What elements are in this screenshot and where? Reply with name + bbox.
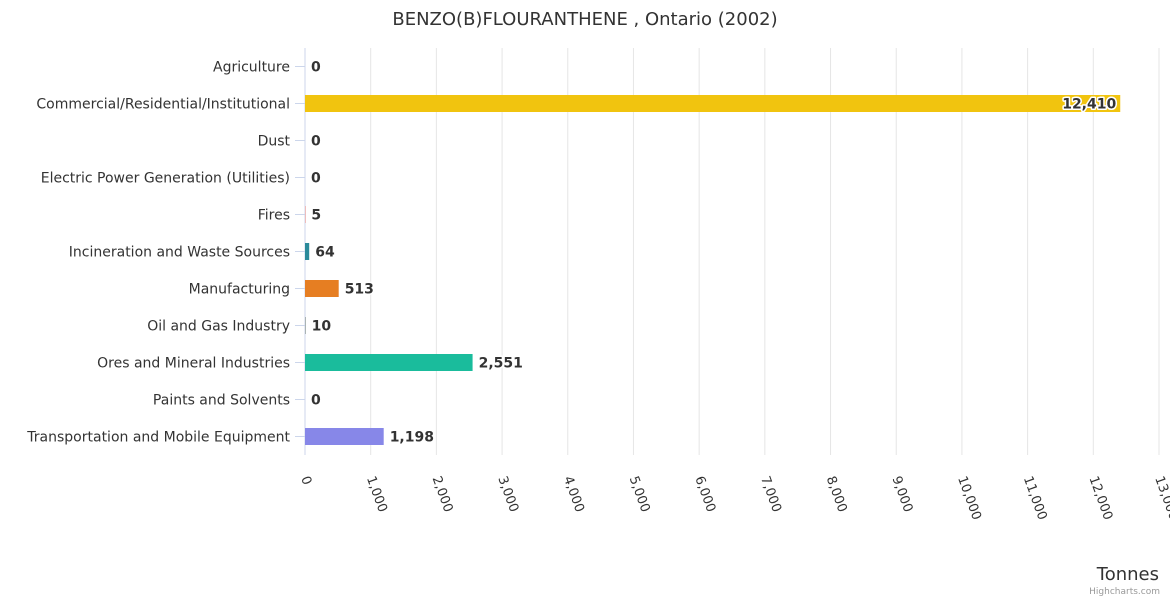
- bar[interactable]: [305, 280, 339, 297]
- category-label: Commercial/Residential/Institutional: [36, 97, 290, 113]
- bar-layer: [305, 95, 1121, 445]
- data-label: 0: [311, 60, 321, 76]
- data-label: 10: [312, 319, 332, 335]
- bar[interactable]: [305, 317, 306, 334]
- x-tick-label: 13,000: [1151, 474, 1170, 522]
- data-label: 1,198: [390, 430, 434, 446]
- x-tick-label: 1,000: [363, 474, 390, 514]
- category-label: Transportation and Mobile Equipment: [26, 430, 290, 446]
- category-label: Ores and Mineral Industries: [97, 356, 290, 372]
- bar[interactable]: [305, 354, 473, 371]
- x-tick-label: 2,000: [429, 474, 456, 514]
- data-label: 0: [311, 171, 321, 187]
- x-tick-label: 10,000: [954, 474, 984, 522]
- data-label: 513: [345, 282, 374, 298]
- bar[interactable]: [305, 95, 1121, 112]
- x-axis-ticks: 0 1,000 2,000 3,000 4,000 5,000 6,000 7,000 8,00…: [297, 474, 1170, 522]
- bar[interactable]: [305, 243, 310, 260]
- x-axis-title: Tonnes: [1096, 564, 1159, 585]
- bar[interactable]: [305, 428, 384, 445]
- category-label: Oil and Gas Industry: [147, 319, 290, 335]
- x-tick-label: 6,000: [691, 474, 718, 514]
- data-label: 2,551: [479, 356, 523, 372]
- data-labels: 0 12,410 0 0 5 64 513 10 2,551 0 1,198: [310, 58, 1118, 447]
- category-label: Manufacturing: [189, 282, 290, 298]
- x-tick-label: 3,000: [494, 474, 521, 514]
- chart-title: BENZO(B)FLOURANTHENE , Ontario (2002): [392, 9, 777, 30]
- category-label: Agriculture: [213, 60, 290, 76]
- credits-link[interactable]: Highcharts.com: [1089, 587, 1160, 597]
- category-label: Paints and Solvents: [153, 393, 290, 409]
- data-label: 12,410: [1062, 97, 1116, 113]
- category-label: Electric Power Generation (Utilities): [41, 171, 290, 187]
- category-label: Incineration and Waste Sources: [69, 245, 290, 261]
- x-tick-label: 0: [297, 474, 314, 487]
- x-tick-label: 12,000: [1086, 474, 1116, 522]
- data-label: 0: [311, 134, 321, 150]
- data-label: 0: [311, 393, 321, 409]
- category-label: Dust: [258, 134, 291, 150]
- x-tick-label: 7,000: [757, 474, 784, 514]
- category-labels: Agriculture Commercial/Residential/Instit…: [26, 60, 305, 446]
- category-label: Fires: [258, 208, 290, 224]
- x-tick-label: 5,000: [626, 474, 653, 514]
- x-tick-label: 8,000: [823, 474, 850, 514]
- x-tick-label: 11,000: [1020, 474, 1050, 522]
- data-label: 64: [315, 245, 335, 261]
- grid-layer: [304, 48, 1160, 455]
- x-tick-label: 4,000: [560, 474, 587, 514]
- x-tick-label: 9,000: [888, 474, 915, 514]
- data-label: 5: [311, 208, 321, 224]
